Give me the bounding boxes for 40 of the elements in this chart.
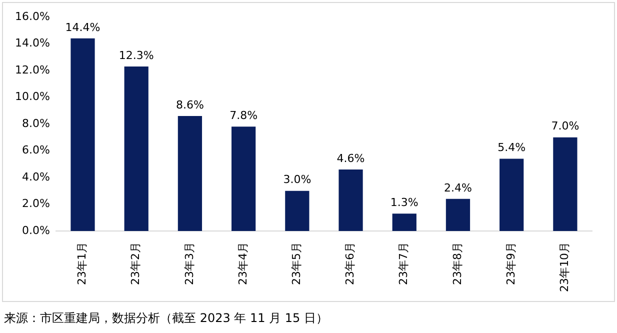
data-label: 7.8%: [230, 109, 258, 122]
x-tick-label: 23年1月: [76, 242, 89, 286]
y-tick-label: 6.0%: [22, 144, 50, 157]
y-tick-label: 14.0%: [14, 36, 50, 50]
bar: [392, 214, 416, 232]
x-tick-label: 23年7月: [397, 242, 410, 286]
x-tick-label: 23年2月: [129, 242, 142, 286]
y-tick-label: 16.0%: [14, 10, 50, 23]
y-tick-label: 10.0%: [14, 90, 50, 104]
bar: [500, 158, 524, 232]
y-tick-label: 2.0%: [22, 197, 50, 210]
bar: [124, 66, 148, 232]
x-tick-label: 23年5月: [290, 242, 304, 286]
data-label: 5.4%: [498, 141, 526, 154]
y-tick-label: 12.0%: [14, 63, 50, 76]
y-tick-label: 0.0%: [22, 224, 50, 237]
x-tick-label: 23年3月: [182, 242, 196, 286]
bar: [553, 137, 578, 232]
y-tick-label: 4.0%: [22, 170, 50, 184]
data-label: 8.6%: [176, 98, 204, 112]
y-tick-label: 8.0%: [22, 116, 50, 130]
data-label: 7.0%: [551, 120, 580, 133]
bar: [446, 198, 470, 232]
bar: [285, 190, 310, 232]
bar: [338, 169, 363, 232]
data-label: 4.6%: [336, 152, 365, 165]
bar: [70, 38, 95, 232]
x-tick-label: 23年6月: [344, 242, 357, 286]
bar: [178, 116, 202, 232]
data-label: 2.4%: [444, 181, 472, 194]
x-tick-label: 23年10月: [558, 242, 572, 292]
source-note: 来源：市区重建局，数据分析（截至 2023 年 11 月 15 日）: [4, 310, 328, 327]
data-label: 1.3%: [390, 196, 418, 209]
data-label: 3.0%: [283, 173, 312, 186]
bar: [232, 126, 256, 232]
x-tick-label: 23年4月: [236, 242, 250, 286]
data-label: 14.4%: [65, 20, 100, 34]
x-tick-label: 23年9月: [504, 242, 518, 286]
x-tick-label: 23年8月: [450, 242, 464, 286]
data-label: 12.3%: [118, 48, 154, 62]
